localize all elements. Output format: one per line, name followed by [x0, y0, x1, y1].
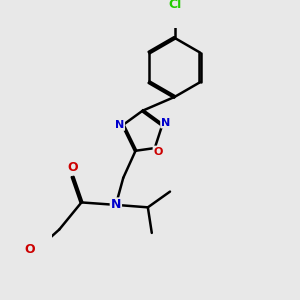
Text: O: O	[25, 243, 35, 256]
Text: O: O	[154, 146, 163, 157]
Text: O: O	[67, 161, 78, 175]
Text: N: N	[115, 120, 124, 130]
Text: Cl: Cl	[168, 0, 181, 11]
Text: N: N	[161, 118, 170, 128]
Text: N: N	[111, 198, 121, 212]
